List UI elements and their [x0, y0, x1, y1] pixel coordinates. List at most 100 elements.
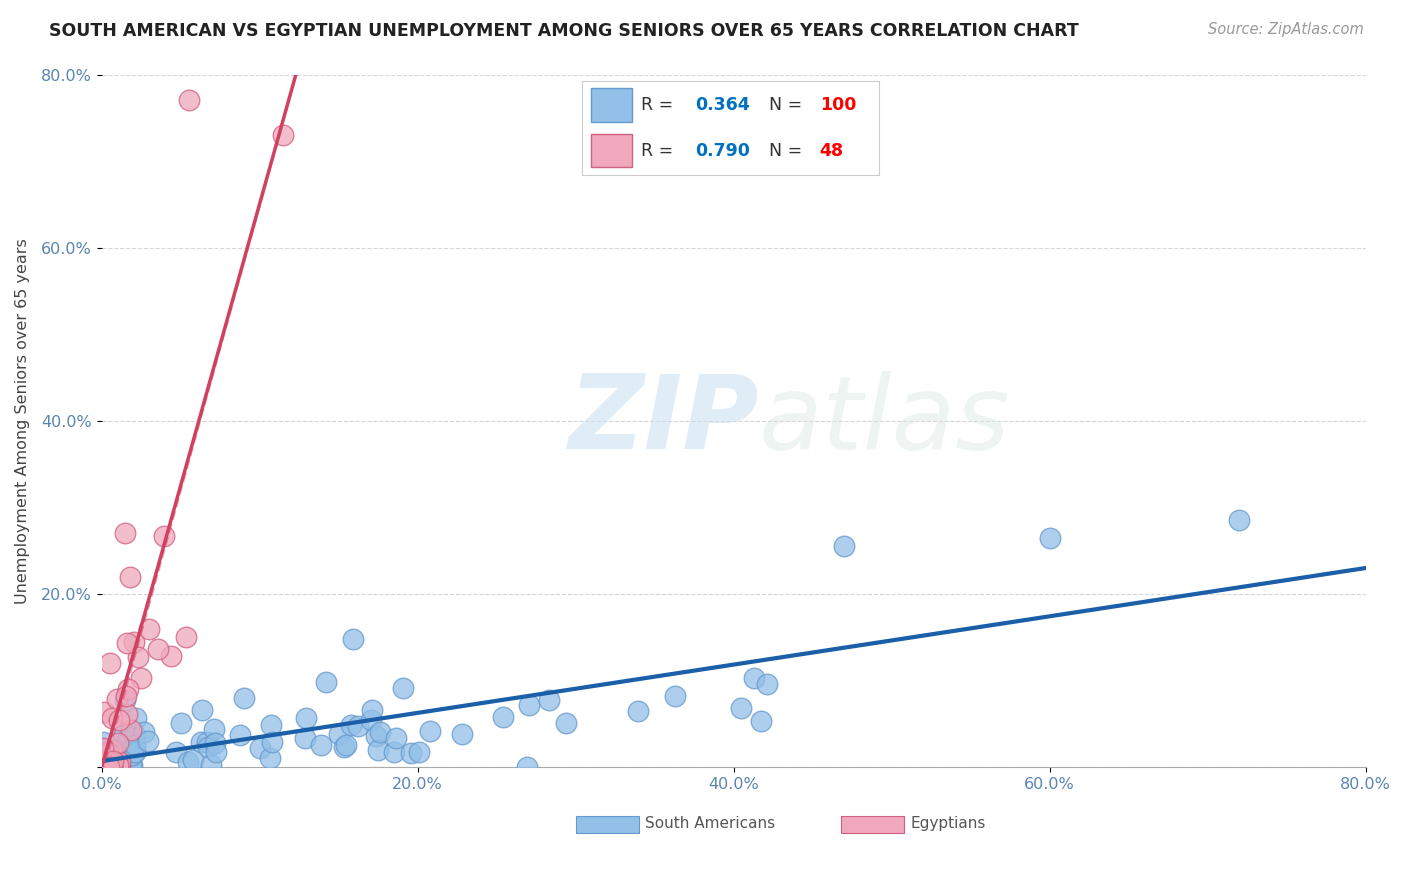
- Point: [98, 746, 121, 760]
- Point: [516, 760, 538, 774]
- Point: [96, 754, 118, 768]
- Point: [124, 728, 146, 742]
- Point: [368, 724, 391, 739]
- Point: [146, 641, 169, 656]
- Point: [190, 735, 212, 749]
- Point: [360, 703, 382, 717]
- Point: [124, 711, 146, 725]
- Text: Source: ZipAtlas.com: Source: ZipAtlas.com: [1208, 22, 1364, 37]
- Point: [347, 718, 370, 732]
- Point: [96, 759, 118, 773]
- Point: [232, 691, 254, 706]
- Point: [96, 759, 118, 773]
- Point: [117, 749, 139, 764]
- Point: [249, 741, 271, 756]
- Point: [91, 760, 114, 774]
- Point: [517, 698, 540, 712]
- Point: [120, 569, 142, 583]
- Point: [97, 755, 120, 769]
- Point: [117, 733, 139, 747]
- Point: [93, 735, 115, 749]
- Point: [112, 728, 135, 742]
- Point: [91, 755, 114, 769]
- Point: [136, 734, 159, 748]
- Point: [96, 756, 118, 770]
- Point: [108, 756, 131, 771]
- Point: [115, 636, 138, 650]
- Point: [110, 759, 132, 773]
- Point: [101, 754, 124, 768]
- Point: [121, 757, 143, 772]
- Point: [98, 756, 121, 770]
- Point: [554, 715, 576, 730]
- Point: [110, 747, 132, 761]
- Point: [114, 526, 136, 541]
- Point: [93, 759, 115, 773]
- Point: [742, 671, 765, 685]
- Point: [294, 731, 316, 746]
- Point: [197, 735, 219, 749]
- Point: [108, 758, 131, 772]
- Point: [115, 706, 138, 721]
- Point: [120, 756, 142, 771]
- Point: [332, 740, 354, 755]
- Point: [664, 690, 686, 704]
- Point: [309, 738, 332, 752]
- Point: [120, 723, 142, 737]
- Point: [170, 715, 193, 730]
- Point: [342, 632, 364, 646]
- Point: [91, 751, 114, 765]
- Point: [408, 745, 430, 759]
- Point: [537, 692, 560, 706]
- Y-axis label: Unemployment Among Seniors over 65 years: Unemployment Among Seniors over 65 years: [15, 238, 30, 604]
- Point: [115, 758, 138, 772]
- Point: [205, 745, 228, 759]
- Point: [419, 724, 441, 739]
- Point: [101, 760, 124, 774]
- Point: [98, 657, 121, 671]
- Bar: [575, 815, 638, 833]
- Point: [104, 756, 127, 771]
- Point: [366, 729, 388, 743]
- Text: South Americans: South Americans: [645, 816, 775, 831]
- Point: [730, 701, 752, 715]
- Point: [1039, 531, 1062, 545]
- Point: [97, 744, 120, 758]
- Text: ZIP: ZIP: [568, 370, 759, 471]
- Point: [101, 751, 124, 765]
- Point: [1227, 513, 1250, 527]
- Point: [100, 711, 122, 725]
- Point: [260, 735, 283, 749]
- Point: [91, 740, 114, 755]
- Point: [93, 741, 115, 756]
- Point: [117, 682, 139, 697]
- Point: [832, 540, 855, 554]
- Text: SOUTH AMERICAN VS EGYPTIAN UNEMPLOYMENT AMONG SENIORS OVER 65 YEARS CORRELATION : SOUTH AMERICAN VS EGYPTIAN UNEMPLOYMENT …: [49, 22, 1078, 40]
- Point: [177, 94, 200, 108]
- Point: [121, 747, 143, 762]
- Point: [273, 128, 295, 142]
- Point: [96, 757, 118, 772]
- Point: [124, 746, 146, 760]
- Point: [315, 675, 337, 690]
- Point: [91, 760, 114, 774]
- Point: [108, 713, 131, 727]
- Point: [112, 749, 135, 764]
- Point: [367, 743, 389, 757]
- Point: [153, 528, 176, 542]
- Point: [91, 759, 114, 773]
- Point: [755, 676, 778, 690]
- Point: [451, 727, 474, 741]
- Point: [103, 755, 125, 769]
- Point: [229, 728, 252, 742]
- Point: [97, 760, 120, 774]
- Point: [177, 755, 200, 769]
- Point: [392, 681, 415, 695]
- Text: atlas: atlas: [759, 371, 1011, 471]
- Point: [294, 711, 316, 725]
- Point: [91, 760, 114, 774]
- Point: [100, 745, 122, 759]
- Point: [94, 755, 117, 769]
- Point: [93, 750, 115, 764]
- Point: [114, 693, 136, 707]
